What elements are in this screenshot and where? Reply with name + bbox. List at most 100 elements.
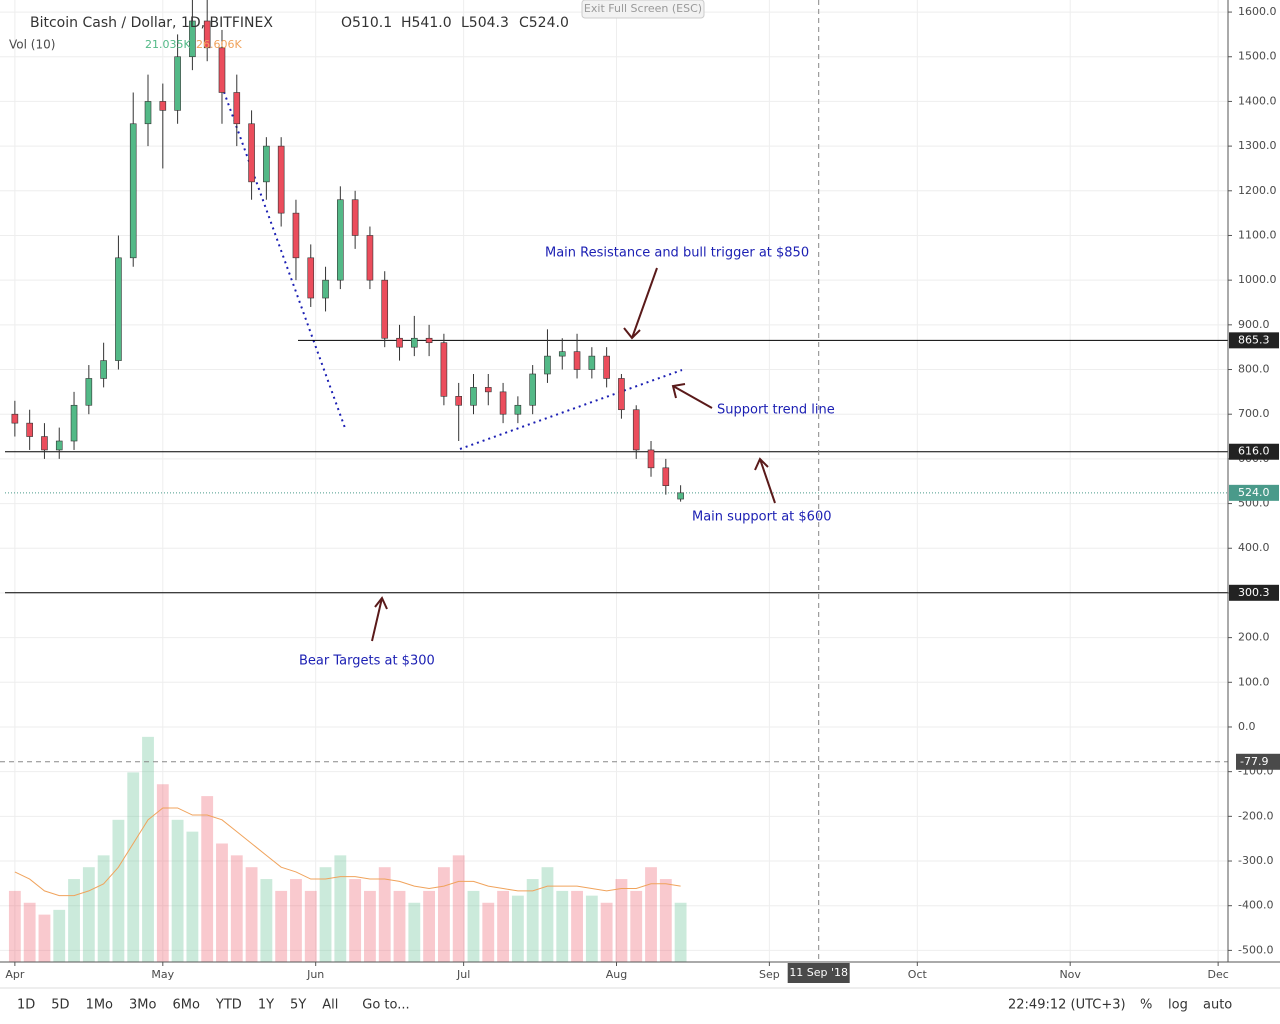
clock: 22:49:12 (UTC+3) [1008,998,1126,1013]
crosshair-date-tag [787,963,850,983]
candle-body [603,355,610,379]
candle-body [70,404,78,442]
candle-body [440,342,448,397]
volume-bar [571,890,583,962]
volume-bar [600,902,613,962]
volume-bar [230,855,243,962]
ohlc: L504.3 [461,15,509,31]
exit-label[interactable]: Exit Full Screen (ESC) [584,2,702,15]
candle-body [85,378,93,406]
candle-body [26,422,33,437]
candle-body [55,440,63,451]
toolbar-button[interactable]: 5Y [290,998,306,1013]
x-tick-label: Nov [1059,968,1081,981]
candle-body [337,199,344,281]
candle-body [411,337,418,348]
volume-bar [526,879,539,962]
level-tag [1229,443,1279,460]
ohlc: O510.1 [341,15,392,31]
level-tag [1229,584,1279,601]
toolbar-button[interactable]: 1D [17,998,35,1013]
toolbar-button[interactable]: 1Mo [86,998,113,1013]
volume-bar [349,879,362,962]
candle-body [129,123,137,259]
y-tick-label: 1500.0 [1238,50,1277,63]
candle-body [189,20,196,58]
x-tick-label: Apr [5,968,25,981]
candle-body [277,145,285,214]
volume-bar [511,895,524,962]
y-tick-label: 1400.0 [1238,94,1277,107]
volume-bar [541,867,554,962]
toolbar-button[interactable]: YTD [215,998,242,1013]
x-tick-label: Oct [908,968,928,981]
arrow [371,596,388,642]
toolbar-button[interactable]: 5D [51,998,69,1013]
volume-bar [482,902,495,962]
level-label: 616.0 [1238,445,1270,458]
candle-body [233,92,241,125]
y-tick-label: 400.0 [1238,541,1270,554]
candle-body [544,355,551,375]
toolbar-button[interactable]: 3Mo [129,998,156,1013]
candle-body [470,387,477,406]
volume-bar [53,909,66,962]
volume-bar [378,867,391,962]
ohlc: C524.0 [519,15,569,31]
arrows [371,267,776,642]
annotation: Support trend line [717,403,835,418]
symbol: Bitcoin Cash / Dollar, 1D, BITFINEX [30,15,273,31]
level-label: 865.3 [1238,333,1270,346]
candle-body [203,20,211,49]
volume-bar [156,784,169,962]
toolbar-button[interactable]: All [322,998,338,1013]
toolbar-button[interactable]: Go to... [362,998,409,1013]
volume-bar [142,736,154,962]
candle-body [307,257,315,299]
y-tick-label: 1300.0 [1238,139,1277,152]
toolbar-button[interactable]: 6Mo [172,998,199,1013]
x-tick-label: Jul [456,968,470,981]
toolbar-button[interactable]: 1Y [258,998,274,1013]
volume-bar [38,914,51,962]
candle-body [514,404,522,415]
y-tick-label: 1600.0 [1238,5,1277,18]
candle-body [41,436,48,451]
arrow [671,383,713,409]
volume-bar [437,867,450,962]
toolbar-button[interactable]: % [1140,998,1152,1013]
toolbar-button[interactable]: auto [1203,998,1232,1013]
level-label: 300.3 [1238,586,1270,599]
volume-bar [290,879,302,962]
candle-body [632,409,640,451]
volume-bar [171,819,184,962]
candle-body [100,360,107,379]
arrow [754,457,776,504]
candle-body [455,396,462,406]
volume-bar [393,890,406,962]
volume-bar [467,890,480,962]
toolbar [0,988,1280,1024]
crosshair-tag [1236,753,1280,770]
volume-bar [615,879,628,962]
candle-body [588,355,596,370]
candle-body [662,467,670,486]
exit-button[interactable] [581,0,705,19]
volume-label: Vol (10) [9,38,55,52]
candle-body [218,47,226,93]
volume-bar [216,843,228,962]
volume-bar [23,902,36,962]
volume-bar [304,890,317,962]
volume-bar [585,895,598,962]
toolbar-button[interactable]: log [1168,998,1188,1013]
annotation: Main support at $600 [692,510,832,525]
x-tick-label: May [151,968,174,981]
candle-body [558,351,566,357]
annotation: Bear Targets at $300 [299,654,435,669]
candle-body [159,101,167,111]
volume-bar [659,879,672,962]
plot [0,0,1228,962]
candle-body [647,449,655,469]
